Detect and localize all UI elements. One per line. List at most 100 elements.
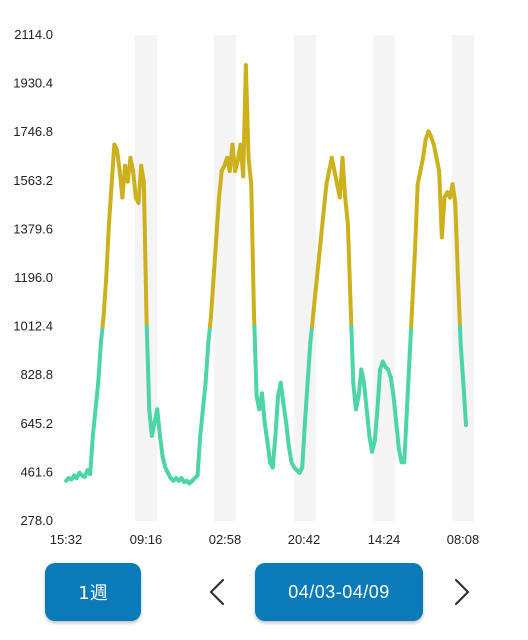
series-segment: [104, 222, 111, 279]
y-tick-label: 1379.6: [13, 221, 53, 236]
y-tick-label: 1930.4: [13, 76, 53, 91]
y-tick-label: 1196.0: [14, 270, 53, 285]
series-segment: [305, 341, 313, 385]
x-tick-label: 14:24: [368, 532, 401, 547]
series-segment: [198, 407, 205, 438]
series-segment: [453, 200, 460, 279]
series-segment: [278, 380, 286, 406]
chevron-right-icon: [454, 578, 470, 606]
series-segment: [457, 324, 463, 346]
series-segment: [345, 222, 353, 306]
y-tick-label: 828.8: [20, 367, 53, 382]
series-segment: [243, 63, 251, 160]
series-segment: [324, 169, 332, 187]
series-segment: [98, 324, 105, 346]
chart-band-3: [373, 35, 395, 521]
series-segment: [284, 420, 291, 449]
chart-controls: 1週 04/03-04/09: [0, 560, 528, 640]
series-segment: [144, 324, 152, 412]
series-segment: [203, 341, 211, 385]
series-segment: [458, 341, 466, 385]
next-range-button[interactable]: [447, 572, 477, 612]
series-segment: [359, 367, 366, 385]
y-tick-label: 2114.0: [14, 27, 53, 42]
chart-band-1: [214, 35, 236, 521]
series-segment: [262, 420, 270, 444]
y-tick-label: 645.2: [20, 416, 53, 431]
x-tick-label: 09:16: [130, 532, 163, 547]
y-tick-label: 278.0: [20, 513, 53, 528]
series-segment: [286, 444, 294, 465]
y-tick-label: 461.6: [20, 464, 53, 479]
x-tick-label: 20:42: [288, 532, 321, 547]
series-segment: [415, 169, 423, 187]
series-segment: [200, 380, 208, 412]
x-tick-label: 02:58: [209, 532, 242, 547]
series-segment: [388, 375, 396, 399]
series-segment: [316, 235, 324, 266]
y-tick-label: 1012.4: [13, 319, 53, 334]
series-segment: [375, 367, 383, 412]
series-segment: [109, 142, 117, 187]
series-segment: [128, 155, 136, 174]
series-segment: [343, 195, 350, 226]
series-segment: [321, 182, 329, 213]
series-segment: [300, 420, 307, 470]
series-segment: [434, 155, 442, 174]
series-segment: [364, 407, 372, 438]
y-axis: 2114.0 1930.4 1746.8 1563.2 1379.6 1196.0 1012…: [13, 27, 53, 528]
series-segment: [195, 433, 203, 478]
series-segment: [206, 324, 212, 346]
series-segment: [273, 394, 281, 438]
x-tick-label: 08:08: [447, 532, 480, 547]
series-segment: [418, 155, 426, 174]
series-segment: [157, 433, 165, 459]
series-segment: [431, 142, 439, 160]
series-segment: [265, 439, 273, 465]
y-tick-label: 1563.2: [13, 173, 53, 188]
series-segment: [88, 433, 95, 477]
series-segment: [214, 195, 222, 240]
series-segment: [101, 274, 109, 319]
date-range-button[interactable]: 04/03-04/09: [255, 563, 423, 621]
series-segment: [391, 394, 399, 425]
series-segment: [404, 354, 412, 412]
series-segment: [141, 179, 149, 322]
series-segment: [96, 341, 103, 385]
x-axis: 15:32 09:16 02:58 20:42 14:24 08:08: [50, 532, 480, 547]
series-segment: [246, 155, 254, 187]
chevron-left-icon: [209, 578, 225, 606]
series-segment: [421, 137, 428, 160]
series-segment: [310, 288, 318, 319]
series-segment: [372, 407, 380, 444]
series-segment: [455, 274, 462, 329]
series-segment: [407, 324, 414, 359]
series-segment: [340, 155, 348, 200]
series-segment: [90, 407, 98, 438]
series-segment: [439, 195, 447, 240]
series-segment: [361, 380, 369, 412]
series-segment: [211, 235, 219, 279]
series-segment: [302, 380, 310, 425]
series-segment: [313, 261, 321, 293]
series-segment: [259, 391, 267, 425]
series-segment: [409, 301, 415, 329]
series-segment: [115, 147, 122, 174]
period-button[interactable]: 1週: [45, 563, 141, 621]
series-segment: [353, 394, 361, 412]
series-segment: [93, 380, 101, 412]
series-segment: [349, 324, 356, 385]
series-segment: [208, 274, 216, 319]
chart-band-4: [452, 35, 474, 521]
chart-band-2: [294, 35, 316, 521]
series-segment: [319, 208, 326, 240]
series-segment: [270, 433, 278, 470]
series-segment: [281, 402, 289, 425]
chart-series: [64, 63, 468, 486]
series-segment: [410, 248, 417, 306]
series-segment: [461, 380, 468, 428]
series-segment: [131, 169, 138, 200]
series-segment: [149, 420, 157, 438]
prev-range-button[interactable]: [202, 572, 232, 612]
series-segment: [106, 182, 114, 226]
